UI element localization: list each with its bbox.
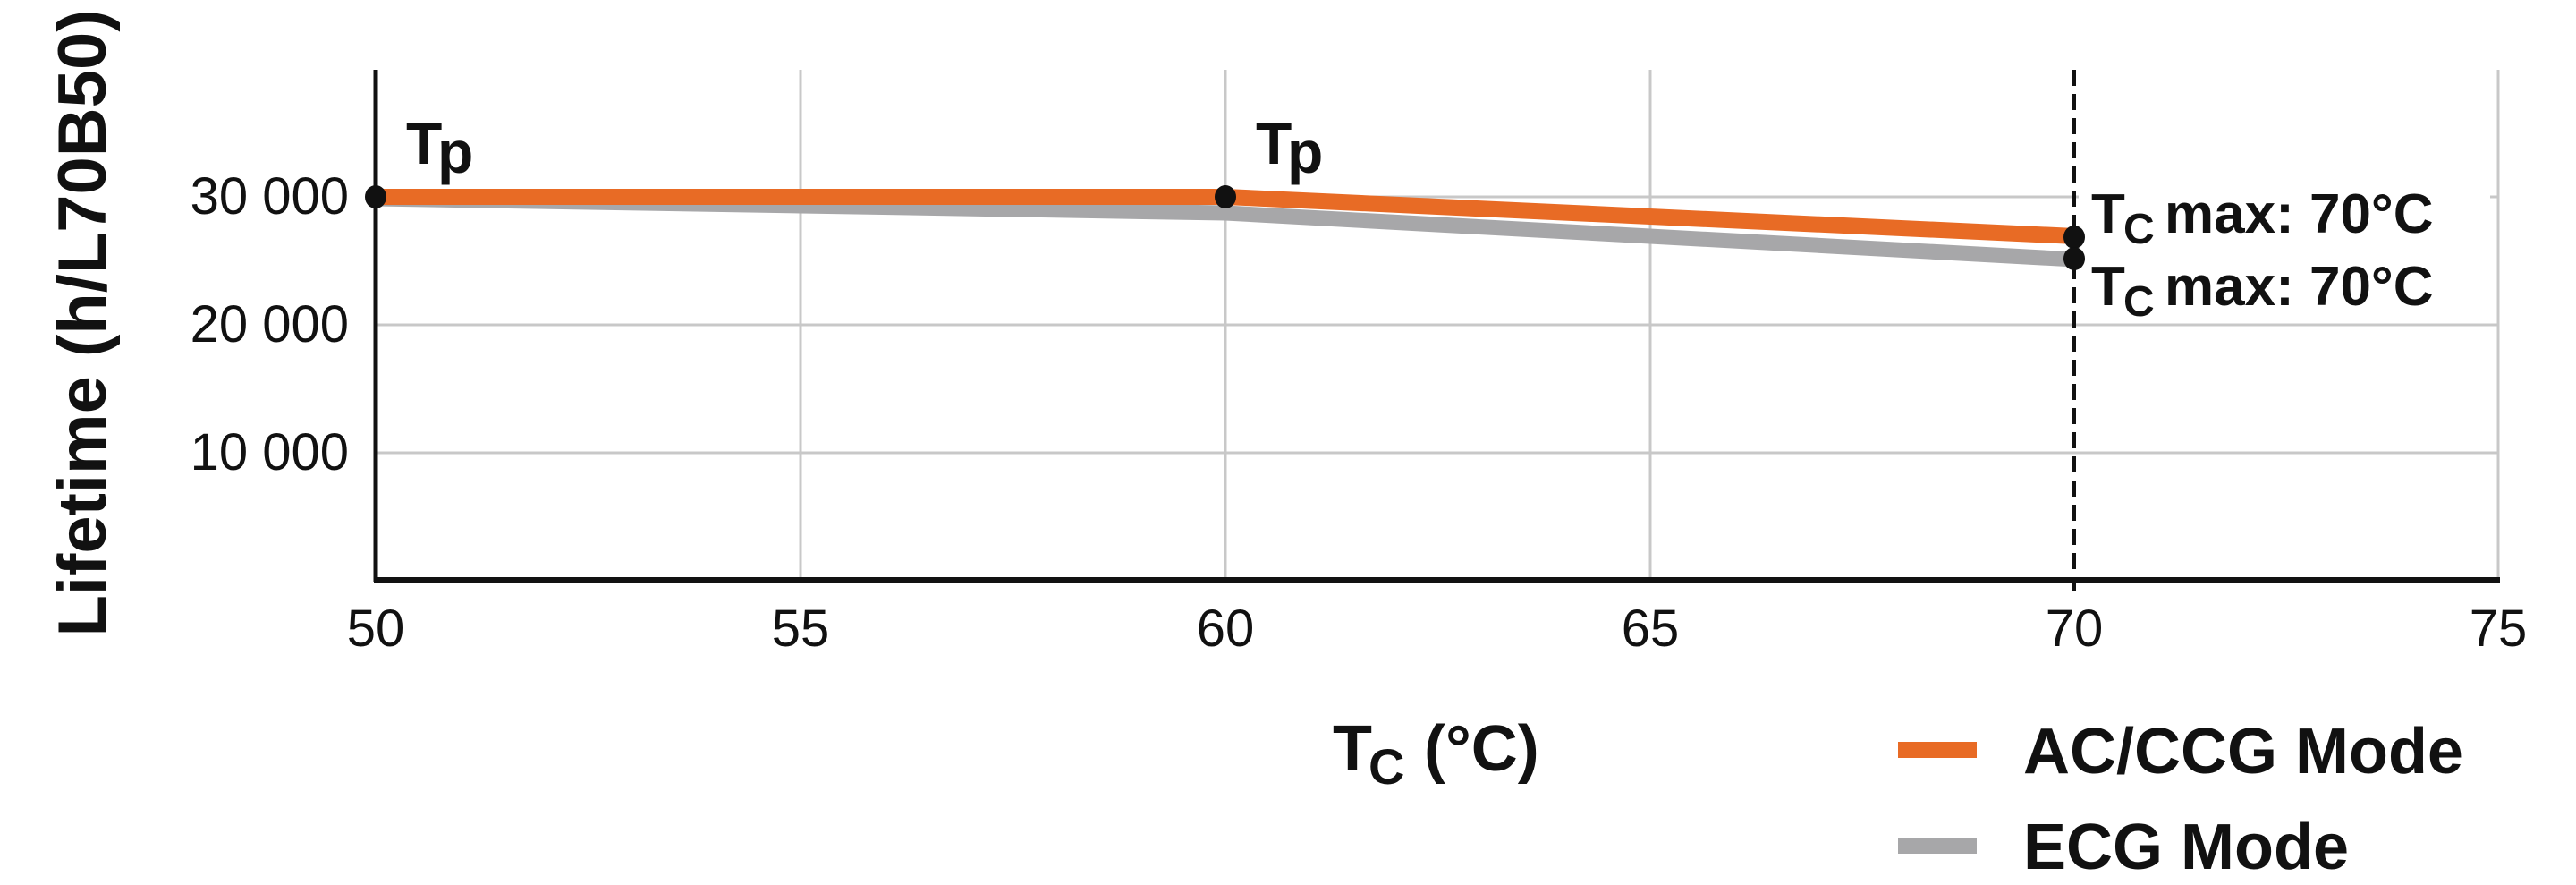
marker-tcmax-ac-ccg[interactable] (2063, 226, 2085, 249)
tcmax-annotation-ecg: T C max: 70°C (2091, 256, 2434, 326)
x-tick-label: 75 (2470, 600, 2528, 658)
annotation-sub: p (1287, 119, 1323, 185)
tp-annotation-60: T p (1256, 110, 1323, 185)
label-background (2079, 179, 2490, 313)
x-axis-title-main: T (1333, 713, 1372, 785)
x-tick-label: 70 (2046, 600, 2104, 658)
x-tick-label: 50 (347, 600, 405, 658)
legend: AC/CCG Mode ECG Mode (1898, 716, 2463, 883)
legend-swatch-gray (1898, 838, 1977, 854)
tcmax-annotation-ac-ccg: T C max: 70°C (2091, 183, 2434, 253)
y-axis-title: Lifetime (h/L70B50) (45, 9, 121, 636)
annotation-rest: max: 70°C (2165, 256, 2434, 318)
annotation-rest: max: 70°C (2165, 183, 2434, 245)
y-tick-label: 30 000 (191, 167, 349, 226)
y-tick-label: 10 000 (191, 423, 349, 481)
x-tick-labels: 50 55 60 65 70 75 (347, 600, 2528, 658)
annotation-main: T (406, 110, 442, 176)
marker-tp-60[interactable] (1215, 185, 1236, 208)
x-tick-label: 60 (1197, 600, 1255, 658)
annotation-sub: C (2123, 278, 2155, 326)
annotation-main: T (1256, 110, 1292, 176)
annotation-sub: p (437, 119, 473, 185)
tp-annotation-50: T p (406, 110, 473, 185)
marker-tp-50[interactable] (365, 185, 386, 208)
x-axis-title-sub: C (1368, 738, 1404, 795)
y-tick-label: 20 000 (191, 295, 349, 353)
legend-swatch-orange (1898, 742, 1977, 758)
legend-item-ac-ccg-mode[interactable]: AC/CCG Mode (1898, 716, 2463, 787)
x-axis-title-unit: (°C) (1424, 713, 1539, 785)
legend-label: AC/CCG Mode (2023, 716, 2463, 787)
annotation-sub: C (2123, 206, 2155, 253)
annotation-main: T (2091, 183, 2125, 245)
x-tick-label: 65 (1622, 600, 1680, 658)
legend-item-ecg-mode[interactable]: ECG Mode (1898, 812, 2349, 883)
x-tick-label: 55 (772, 600, 830, 658)
y-tick-labels: 30 000 20 000 10 000 (191, 167, 349, 481)
annotation-main: T (2091, 256, 2125, 318)
data-point-markers (365, 185, 2085, 270)
x-axis-title: T C (°C) (1333, 713, 1539, 795)
marker-tcmax-ecg[interactable] (2063, 247, 2085, 270)
legend-label: ECG Mode (2023, 812, 2349, 883)
